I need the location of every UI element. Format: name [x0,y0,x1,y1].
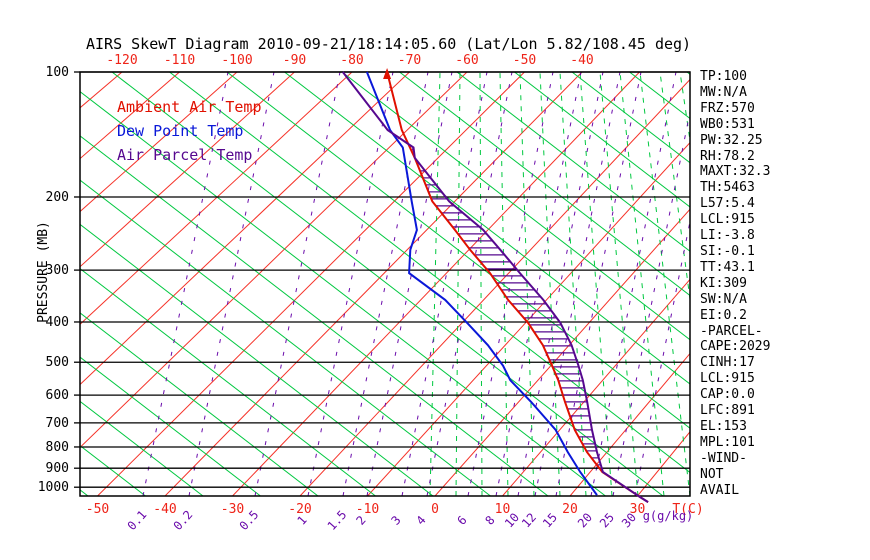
svg-text:-30: -30 [221,502,244,517]
stats-line: CINH:17 [700,355,755,371]
cape-hatch [417,163,603,473]
stats-line: TP:100 [700,69,747,84]
svg-text:-90: -90 [283,53,306,68]
svg-text:400: 400 [46,315,69,330]
stats-line: RH:78.2 [700,148,755,164]
svg-text:1000: 1000 [38,480,69,495]
stats-line: EL:153 [700,418,747,434]
stats-line: LCL:915 [700,212,755,228]
svg-text:25: 25 [597,510,617,530]
svg-text:30: 30 [630,502,646,517]
svg-text:600: 600 [46,388,69,403]
stats-line: L57:5.4 [700,196,755,212]
svg-text:-20: -20 [288,502,311,517]
svg-text:1.5: 1.5 [325,508,350,533]
moist-adiabat-grid [429,72,690,496]
stats-line: LCL:915 [700,371,755,387]
svg-text:20: 20 [562,502,578,517]
svg-text:4: 4 [413,513,428,528]
top-temp-axis-labels: -120 -110 -100 -90 -80 -70 -60 -50 -40 [106,53,593,68]
svg-text:-10: -10 [356,502,379,517]
svg-text:900: 900 [46,461,69,476]
stats-line: EI:0.2 [700,307,747,323]
legend-item: Air Parcel Temp [117,146,253,164]
svg-text:-100: -100 [221,53,252,68]
stats-line: CAP:0.0 [700,387,755,403]
background-grid [80,72,690,496]
svg-text:-80: -80 [340,53,363,68]
svg-text:20: 20 [575,510,595,530]
stats-line: NOT [700,466,724,482]
stats-line: -WIND- [700,450,747,466]
svg-text:-40: -40 [153,502,176,517]
stats-line: LI:-3.8 [700,228,755,244]
stats-line: LFC:891 [700,403,755,419]
isotherm-grid [80,72,690,496]
svg-text:12: 12 [519,510,539,530]
stats-line: MPL:101 [700,434,755,450]
svg-text:6: 6 [454,513,469,528]
stats-line: SW:N/A [700,291,747,307]
svg-text:-60: -60 [455,53,478,68]
temp-curve-arrow [383,68,392,79]
svg-text:0: 0 [431,502,439,517]
svg-text:3: 3 [388,513,403,528]
chart-legend: Ambient Air Temp Dew Point Temp Air Parcel… [117,95,262,167]
svg-text:300: 300 [46,263,69,278]
stats-line: PW:32.25 [700,132,763,148]
legend-item: Dew Point Temp [117,122,244,140]
stats-line: -PARCEL- [700,323,763,339]
svg-text:-50: -50 [513,53,536,68]
svg-text:15: 15 [540,510,560,530]
stats-line: AVAIL [700,482,740,498]
stats-line: MW:N/A [700,84,747,100]
svg-text:-70: -70 [398,53,421,68]
stats-line: MAXT:32.3 [700,164,771,180]
legend-item: Ambient Air Temp [117,98,262,116]
pressure-axis-labels: 100 200 300 400 500 600 700 800 900 1000 [38,65,69,495]
stats-line: CAPE:2029 [700,339,771,355]
stats-panel: TP:100 MW:N/A FRZ:570 WB0:531 PW:32.25 RH:78.… [700,69,770,498]
plot-border [79,71,691,497]
svg-text:-40: -40 [570,53,593,68]
svg-text:0.1: 0.1 [125,508,150,533]
stats-line: TH:5463 [700,180,755,196]
bottom-temp-axis-labels: -50 -40 -30 -20 -10 0 10 20 30 T(C) [86,502,704,517]
parcel-curve [342,71,649,503]
svg-text:800: 800 [46,440,69,455]
stats-line: SI:-0.1 [700,243,755,259]
svg-text:500: 500 [46,355,69,370]
stats-line: KI:309 [700,275,747,291]
svg-text:10: 10 [495,502,511,517]
mixing-axis-title: g(g/kg) [643,509,694,523]
svg-text:200: 200 [46,190,69,205]
svg-text:-50: -50 [86,502,109,517]
stats-line: WB0:531 [700,116,755,132]
temp-axis-title: T(C) [672,502,703,517]
svg-text:100: 100 [46,65,69,80]
stats-line: FRZ:570 [700,100,755,116]
dewpoint-curve [365,71,598,496]
pressure-axis-title: PRESSURE (MB) [36,221,51,323]
chart-title: AIRS SkewT Diagram 2010-09-21/18:14:05.6… [86,35,692,53]
svg-text:-110: -110 [164,53,195,68]
svg-text:-120: -120 [106,53,137,68]
stats-line: TT:43.1 [700,259,755,275]
temp-curve [386,71,649,503]
svg-text:700: 700 [46,416,69,431]
